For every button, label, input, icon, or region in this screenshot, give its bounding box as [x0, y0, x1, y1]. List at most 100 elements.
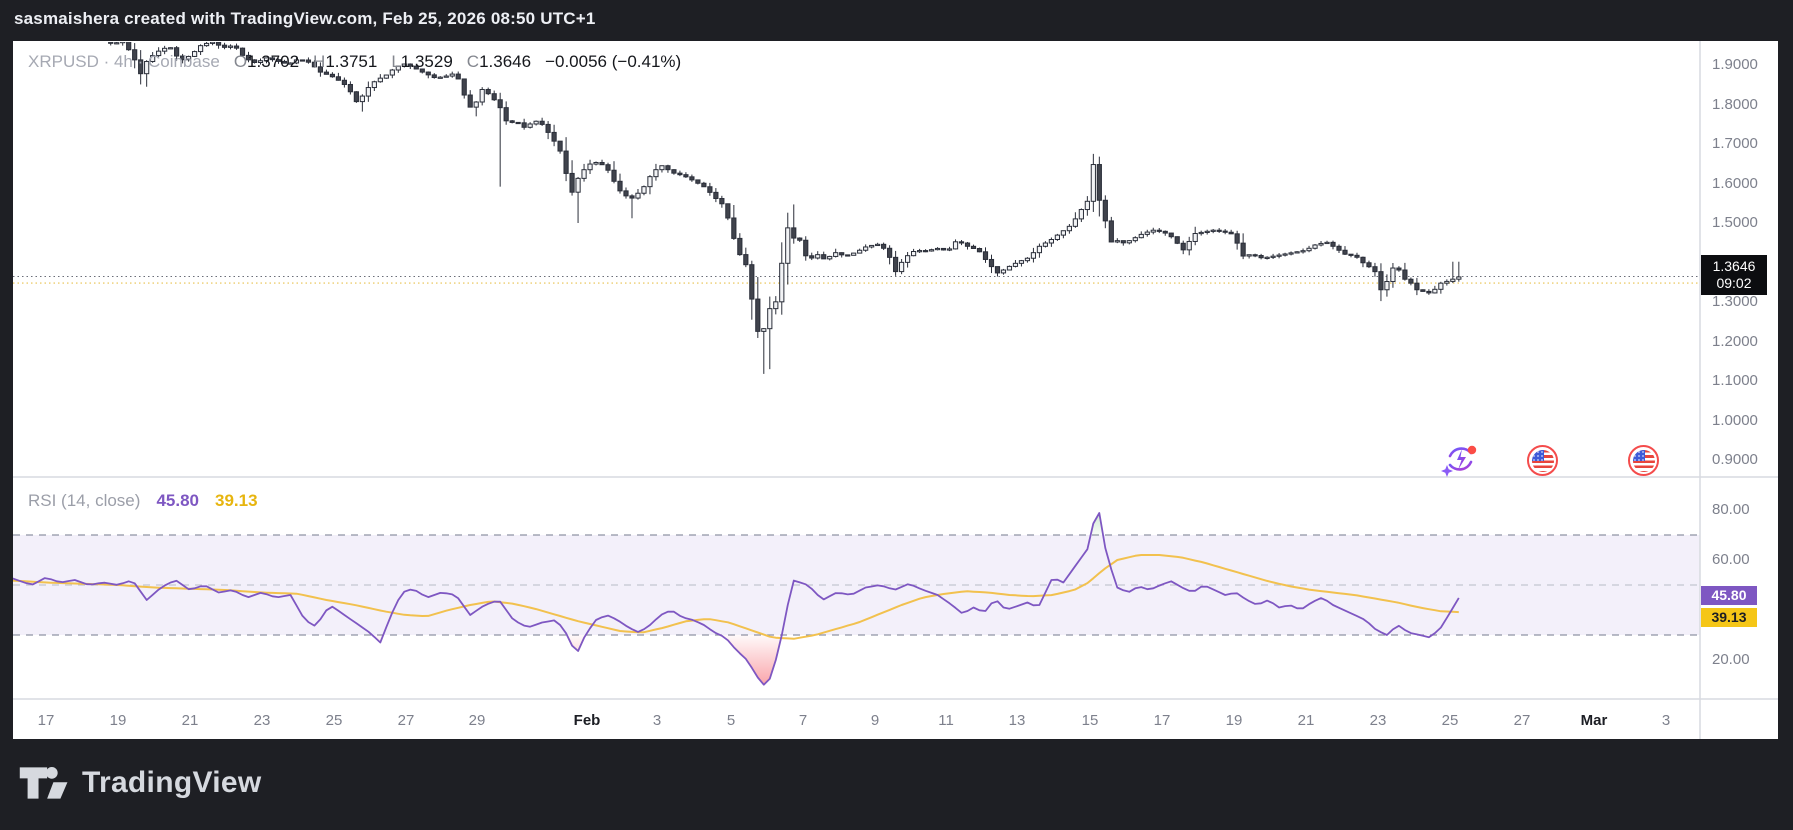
- time-tick-label[interactable]: 19: [109, 712, 127, 729]
- time-tick-label[interactable]: 5: [726, 712, 736, 729]
- price-change: −0.0056 (−0.41%): [545, 52, 682, 71]
- time-tick-label[interactable]: 7: [798, 712, 808, 729]
- rsi-pane[interactable]: [13, 512, 1700, 686]
- candle-up: [1186, 240, 1192, 251]
- time-tick-label[interactable]: 25: [325, 712, 343, 729]
- candle-down: [1396, 267, 1402, 271]
- candle-up: [863, 246, 869, 251]
- candle-down: [803, 239, 809, 257]
- symbol-title[interactable]: XRPUSD · 4h · Coinbase: [28, 52, 220, 71]
- time-tick-label[interactable]: 25: [1441, 712, 1459, 729]
- candle-up: [1078, 209, 1084, 220]
- candle-down: [887, 247, 893, 258]
- time-tick-label[interactable]: 23: [1369, 712, 1387, 729]
- ohlc-low: L1.3529: [391, 52, 453, 71]
- chart-surface[interactable]: XRPUSD · 4h · Coinbase O1.3702 H1.3751 L…: [13, 41, 1778, 739]
- time-tick-label[interactable]: 29: [468, 712, 486, 729]
- price-tick-label[interactable]: 1.5000: [1712, 214, 1758, 231]
- candle-down: [239, 47, 246, 56]
- main-price-pane[interactable]: [13, 41, 1700, 374]
- candle-up: [365, 87, 371, 97]
- candle-up: [473, 101, 479, 108]
- countdown-timer: 09:02: [1716, 275, 1752, 292]
- candle-up: [395, 65, 401, 71]
- candle-down: [563, 150, 569, 174]
- time-tick-label[interactable]: 21: [181, 712, 199, 729]
- rsi-legend[interactable]: RSI (14, close) 45.80 39.13: [28, 491, 258, 511]
- candle-up: [934, 247, 941, 251]
- candle-up: [479, 88, 485, 103]
- candle-up: [833, 252, 839, 257]
- candle-up: [1450, 278, 1456, 282]
- price-tick-label[interactable]: 1.6000: [1712, 174, 1758, 192]
- chart-canvas[interactable]: [13, 41, 1778, 739]
- candle-up: [449, 73, 455, 77]
- candle-up: [869, 244, 875, 248]
- price-tick-label[interactable]: 1.0000: [1712, 411, 1758, 429]
- rsi-tick-label[interactable]: 20.00: [1712, 651, 1750, 668]
- candle-down: [1348, 253, 1354, 256]
- candle-down: [138, 59, 144, 75]
- candle-down: [1402, 269, 1408, 280]
- candle-down: [970, 245, 977, 249]
- us-flag-economic-event-icon[interactable]: [1628, 445, 1659, 476]
- candle-down: [1366, 262, 1372, 268]
- time-tick-label[interactable]: Feb: [573, 712, 601, 729]
- price-tick-label[interactable]: 1.3000: [1712, 293, 1758, 310]
- time-tick-label[interactable]: 13: [1008, 712, 1026, 729]
- time-tick-label[interactable]: 19: [1225, 712, 1243, 729]
- candle-up: [191, 51, 198, 57]
- candle-up: [653, 169, 659, 178]
- candle-up: [287, 62, 294, 65]
- price-tick-label[interactable]: 1.7000: [1712, 135, 1758, 152]
- candle-down: [725, 203, 731, 219]
- candle-down: [485, 88, 491, 95]
- price-tick-label[interactable]: 0.9000: [1712, 451, 1758, 468]
- candle-up: [815, 254, 821, 259]
- tradingview-logo[interactable]: TradingView: [19, 766, 261, 800]
- rsi-indicator-name[interactable]: RSI (14, close): [28, 491, 141, 510]
- candle-up: [1006, 265, 1013, 271]
- candle-down: [467, 94, 473, 108]
- candle-up: [1444, 280, 1450, 284]
- candle-down: [180, 55, 186, 61]
- candle-down: [545, 123, 551, 133]
- time-tick-label[interactable]: 27: [397, 712, 415, 729]
- candle-up: [443, 75, 449, 78]
- price-tick-label[interactable]: 1.8000: [1712, 95, 1758, 113]
- candle-up: [156, 50, 162, 57]
- ohlc-open: O1.3702: [233, 52, 300, 71]
- price-tick-label[interactable]: 1.1000: [1712, 372, 1758, 389]
- candle-down: [665, 165, 671, 171]
- tradingview-logo-glyph: [19, 766, 68, 799]
- time-tick-label[interactable]: Mar: [1580, 712, 1608, 729]
- candle-up: [533, 120, 539, 125]
- candle-down: [539, 120, 545, 125]
- time-tick-label[interactable]: 15: [1081, 712, 1099, 729]
- time-tick-label[interactable]: 11: [938, 712, 954, 729]
- time-tick-label[interactable]: 27: [1513, 712, 1531, 729]
- candle-up: [1066, 225, 1072, 232]
- symbol-legend[interactable]: XRPUSD · 4h · Coinbase O1.3702 H1.3751 L…: [28, 52, 681, 72]
- candle-down: [1120, 240, 1126, 244]
- time-tick-label[interactable]: 21: [1297, 712, 1315, 729]
- candle-down: [958, 241, 965, 244]
- rsi-tick-label[interactable]: 60.00: [1712, 551, 1750, 568]
- us-flag-economic-event-icon[interactable]: [1527, 445, 1558, 476]
- tradingview-logo-text: TradingView: [82, 766, 262, 799]
- candle-down: [605, 164, 611, 171]
- price-tick-label[interactable]: 1.9000: [1712, 56, 1758, 73]
- time-tick-label[interactable]: 3: [1661, 712, 1671, 729]
- rsi-tick-label[interactable]: 80.00: [1712, 501, 1750, 518]
- time-tick-label[interactable]: 17: [37, 712, 55, 729]
- candle-down: [964, 242, 971, 247]
- time-tick-label[interactable]: 3: [652, 712, 662, 729]
- candle-up: [1294, 251, 1300, 254]
- candle-down: [251, 59, 258, 63]
- time-tick-label[interactable]: 17: [1153, 712, 1171, 729]
- candle-up: [910, 251, 917, 257]
- time-tick-label[interactable]: 23: [253, 712, 271, 729]
- price-tick-label[interactable]: 1.2000: [1712, 332, 1758, 350]
- time-tick-label[interactable]: 9: [870, 712, 880, 729]
- candle-down: [994, 266, 1001, 274]
